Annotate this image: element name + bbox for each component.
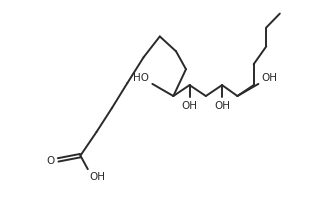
Text: OH: OH (89, 171, 105, 181)
Text: OH: OH (261, 73, 277, 83)
Text: OH: OH (182, 100, 198, 110)
Text: HO: HO (133, 73, 149, 83)
Text: O: O (46, 155, 55, 165)
Text: OH: OH (214, 100, 230, 110)
